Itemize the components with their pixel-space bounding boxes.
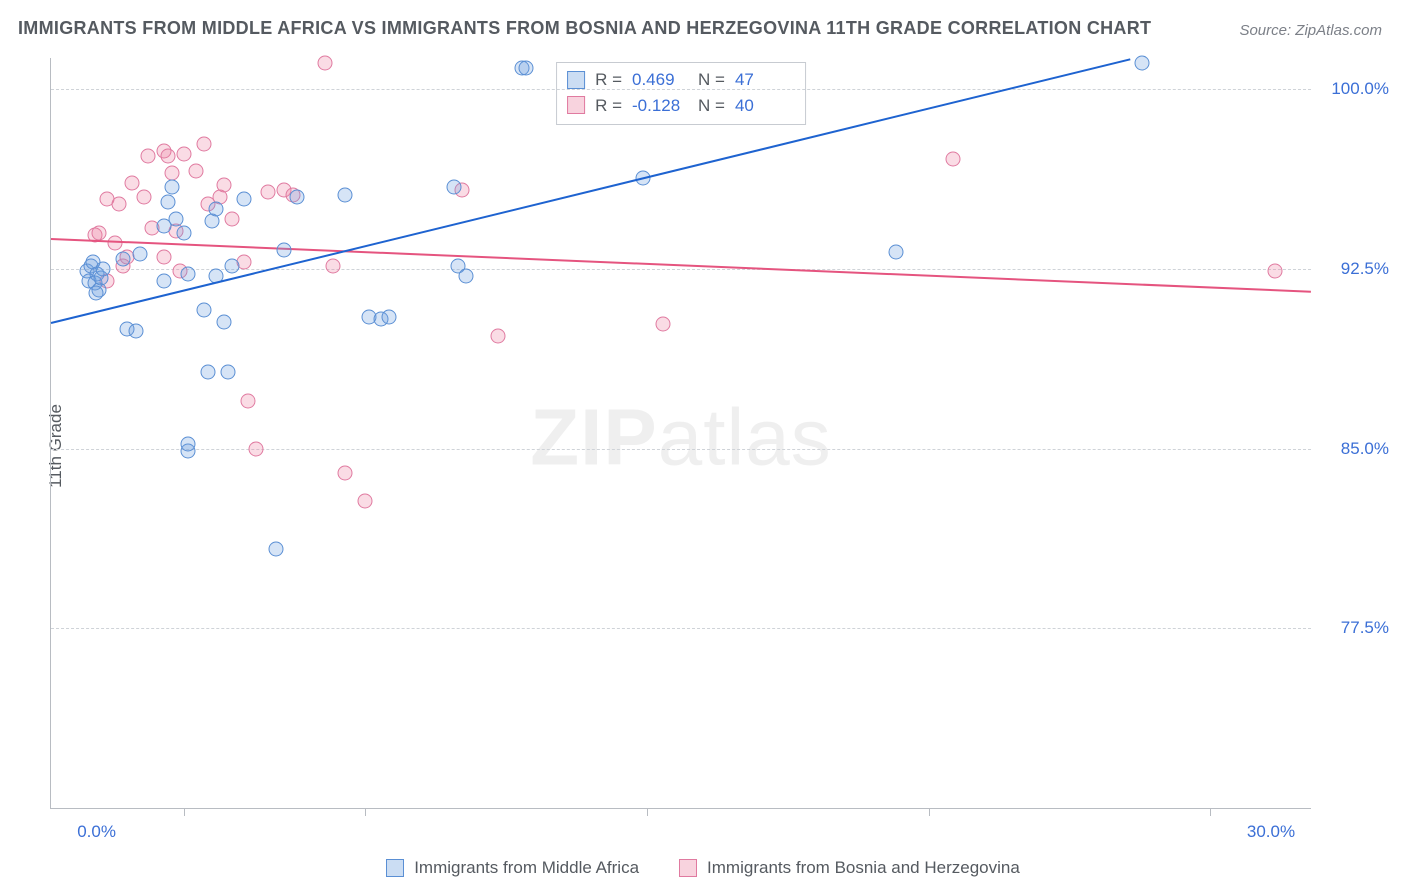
x-tick-label: 30.0% [1247, 822, 1295, 842]
data-point [156, 249, 171, 264]
chart-title: IMMIGRANTS FROM MIDDLE AFRICA VS IMMIGRA… [18, 18, 1151, 39]
data-point [176, 225, 191, 240]
data-point [196, 137, 211, 152]
data-point [160, 149, 175, 164]
gridline-h [51, 628, 1311, 629]
n-value: 40 [735, 93, 791, 119]
legend-swatch [386, 859, 404, 877]
data-point [225, 259, 240, 274]
y-tick-label: 77.5% [1319, 618, 1389, 638]
data-point [237, 192, 252, 207]
data-point [269, 542, 284, 557]
legend-swatch [567, 96, 585, 114]
x-tick-label: 0.0% [77, 822, 116, 842]
data-point [180, 266, 195, 281]
legend-swatch [567, 71, 585, 89]
legend-label: Immigrants from Bosnia and Herzegovina [707, 858, 1020, 878]
data-point [92, 225, 107, 240]
data-point [446, 180, 461, 195]
gridline-h [51, 449, 1311, 450]
data-point [196, 302, 211, 317]
data-point [519, 60, 534, 75]
data-point [221, 364, 236, 379]
y-tick-label: 100.0% [1319, 79, 1389, 99]
data-point [357, 494, 372, 509]
n-label: N = [698, 93, 725, 119]
data-point [225, 211, 240, 226]
data-point [124, 175, 139, 190]
data-point [217, 177, 232, 192]
data-point [136, 189, 151, 204]
data-point [180, 436, 195, 451]
legend-label: Immigrants from Middle Africa [414, 858, 639, 878]
data-point [458, 269, 473, 284]
data-point [132, 247, 147, 262]
x-minor-tick [1210, 808, 1211, 816]
y-tick-label: 92.5% [1319, 259, 1389, 279]
x-minor-tick [365, 808, 366, 816]
legend-item: Immigrants from Middle Africa [386, 858, 639, 878]
correlation-legend: R =0.469N =47R =-0.128N =40 [556, 62, 806, 125]
data-point [200, 364, 215, 379]
data-point [128, 324, 143, 339]
x-minor-tick [929, 808, 930, 816]
watermark-rest: atlas [658, 393, 832, 482]
data-point [1134, 55, 1149, 70]
data-point [289, 189, 304, 204]
data-point [164, 180, 179, 195]
data-point [176, 146, 191, 161]
data-point [209, 201, 224, 216]
data-point [337, 187, 352, 202]
data-point [382, 309, 397, 324]
legend-swatch [679, 859, 697, 877]
data-point [89, 285, 104, 300]
data-point [655, 316, 670, 331]
y-tick-label: 85.0% [1319, 439, 1389, 459]
watermark: ZIPatlas [530, 392, 831, 484]
data-point [116, 252, 131, 267]
data-point [1267, 264, 1282, 279]
data-point [140, 149, 155, 164]
plot-area: ZIPatlas R =0.469N =47R =-0.128N =40 77.… [50, 58, 1311, 809]
data-point [249, 441, 264, 456]
source-credit: Source: ZipAtlas.com [1239, 22, 1382, 39]
data-point [156, 273, 171, 288]
gridline-h [51, 269, 1311, 270]
r-value: -0.128 [632, 93, 688, 119]
watermark-bold: ZIP [530, 393, 657, 482]
r-label: R = [595, 93, 622, 119]
data-point [217, 314, 232, 329]
gridline-h [51, 89, 1311, 90]
data-point [945, 151, 960, 166]
data-point [96, 261, 111, 276]
legend-item: Immigrants from Bosnia and Herzegovina [679, 858, 1020, 878]
data-point [168, 211, 183, 226]
x-minor-tick [647, 808, 648, 816]
data-point [241, 393, 256, 408]
bottom-legend: Immigrants from Middle Africa Immigrants … [0, 858, 1406, 878]
correlation-row: R = -0.128 N = 40 [567, 93, 791, 119]
data-point [277, 242, 292, 257]
data-point [325, 259, 340, 274]
data-point [490, 328, 505, 343]
data-point [889, 245, 904, 260]
data-point [112, 197, 127, 212]
data-point [164, 166, 179, 181]
data-point [337, 465, 352, 480]
x-minor-tick [184, 808, 185, 816]
data-point [261, 185, 276, 200]
data-point [188, 163, 203, 178]
data-point [160, 194, 175, 209]
data-point [317, 55, 332, 70]
